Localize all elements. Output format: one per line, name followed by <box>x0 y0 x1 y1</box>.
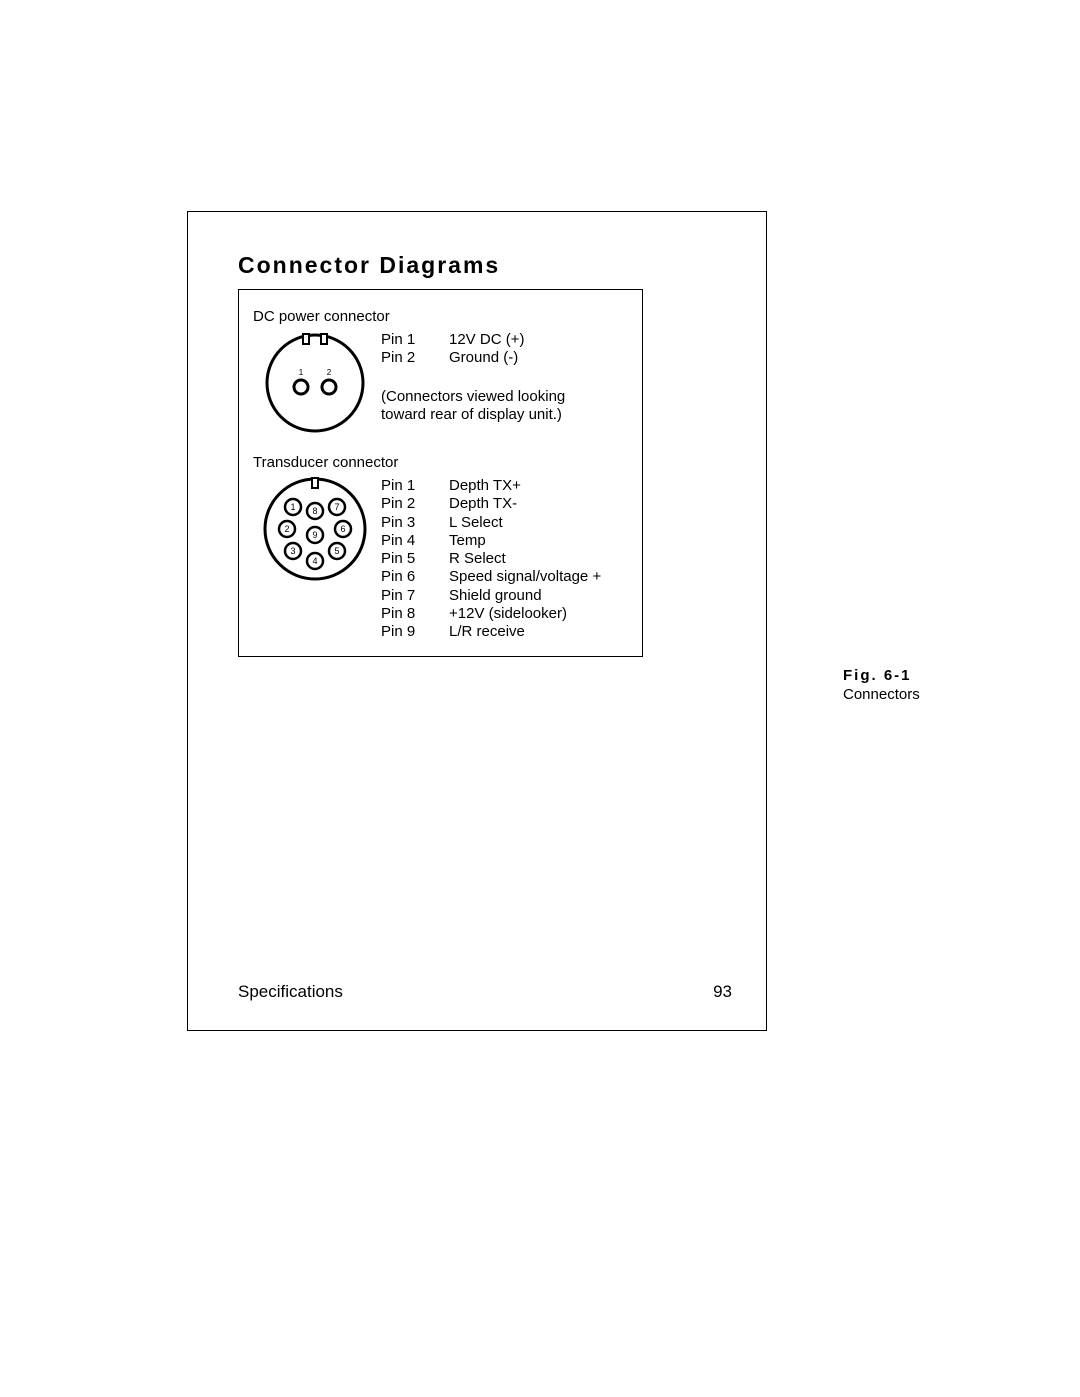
svg-text:8: 8 <box>312 506 317 516</box>
dc-connector-svg: 1 2 <box>263 331 367 435</box>
dc-pin-text: Pin 1 12V DC (+) Pin 2 Ground (-) (Conne… <box>381 331 565 424</box>
transducer-connector-label: Transducer connector <box>253 454 628 471</box>
svg-text:2: 2 <box>284 524 289 534</box>
figure-caption: Fig. 6-1 Connectors <box>843 667 920 705</box>
td-pin-5-desc: R Select <box>449 550 601 568</box>
figure-caption-text: Connectors <box>843 686 920 705</box>
dc-connector-diagram: 1 2 <box>263 331 367 440</box>
td-pin-8-desc: +12V (sidelooker) <box>449 605 601 623</box>
svg-text:7: 7 <box>334 502 339 512</box>
figure-number: Fig. 6-1 <box>843 667 920 686</box>
td-pin-2-desc: Depth TX- <box>449 495 601 513</box>
transducer-connector-svg: 1 7 2 6 3 5 4 8 9 <box>263 477 367 581</box>
td-pin-7-desc: Shield ground <box>449 587 601 605</box>
svg-text:5: 5 <box>334 546 339 556</box>
td-pin-4-desc: Temp <box>449 532 601 550</box>
td-pin-3-label: Pin 3 <box>381 514 433 532</box>
svg-text:2: 2 <box>327 368 332 377</box>
dc-note-line1: (Connectors viewed looking <box>381 388 565 405</box>
td-pin-8-label: Pin 8 <box>381 605 433 623</box>
dc-pin-2-label: Pin 2 <box>381 349 433 367</box>
dc-pin-2-desc: Ground (-) <box>449 349 565 367</box>
transducer-pin-table: Pin 1 Depth TX+ Pin 2 Depth TX- Pin 3 L … <box>381 477 601 642</box>
td-pin-9-label: Pin 9 <box>381 623 433 641</box>
footer-section-name: Specifications <box>238 982 343 1002</box>
td-pin-2-label: Pin 2 <box>381 495 433 513</box>
svg-text:1: 1 <box>290 502 295 512</box>
td-pin-3-desc: L Select <box>449 514 601 532</box>
dc-pin-table: Pin 1 12V DC (+) Pin 2 Ground (-) <box>381 331 565 368</box>
td-pin-7-label: Pin 7 <box>381 587 433 605</box>
footer-page-number: 93 <box>713 982 732 1002</box>
svg-text:4: 4 <box>312 556 317 566</box>
dc-connector-label: DC power connector <box>253 308 628 325</box>
td-pin-9-desc: L/R receive <box>449 623 601 641</box>
dc-pin-1-desc: 12V DC (+) <box>449 331 565 349</box>
page-frame: Fig. 6-1 Connectors Connector Diagrams D… <box>187 211 767 1031</box>
td-pin-5-label: Pin 5 <box>381 550 433 568</box>
transducer-connector-diagram: 1 7 2 6 3 5 4 8 9 <box>263 477 367 586</box>
dc-connector-row: 1 2 Pin 1 12V DC (+) Pin 2 Ground (-) <box>253 331 628 440</box>
dc-view-note: (Connectors viewed looking toward rear o… <box>381 388 565 425</box>
connector-diagram-box: DC power connector 1 2 <box>238 289 643 657</box>
page-title: Connector Diagrams <box>238 252 736 279</box>
td-pin-1-label: Pin 1 <box>381 477 433 495</box>
td-pin-1-desc: Depth TX+ <box>449 477 601 495</box>
td-pin-6-desc: Speed signal/voltage + <box>449 568 601 586</box>
svg-text:6: 6 <box>340 524 345 534</box>
dc-note-line2: toward rear of display unit.) <box>381 406 562 423</box>
transducer-pin-text: Pin 1 Depth TX+ Pin 2 Depth TX- Pin 3 L … <box>381 477 601 642</box>
svg-text:3: 3 <box>290 546 295 556</box>
svg-text:9: 9 <box>312 530 317 540</box>
td-pin-6-label: Pin 6 <box>381 568 433 586</box>
dc-pin-1-label: Pin 1 <box>381 331 433 349</box>
content-area: Connector Diagrams DC power connector 1 … <box>238 252 736 657</box>
td-pin-4-label: Pin 4 <box>381 532 433 550</box>
svg-text:1: 1 <box>299 368 304 377</box>
transducer-connector-row: 1 7 2 6 3 5 4 8 9 Pin 1 <box>253 477 628 642</box>
